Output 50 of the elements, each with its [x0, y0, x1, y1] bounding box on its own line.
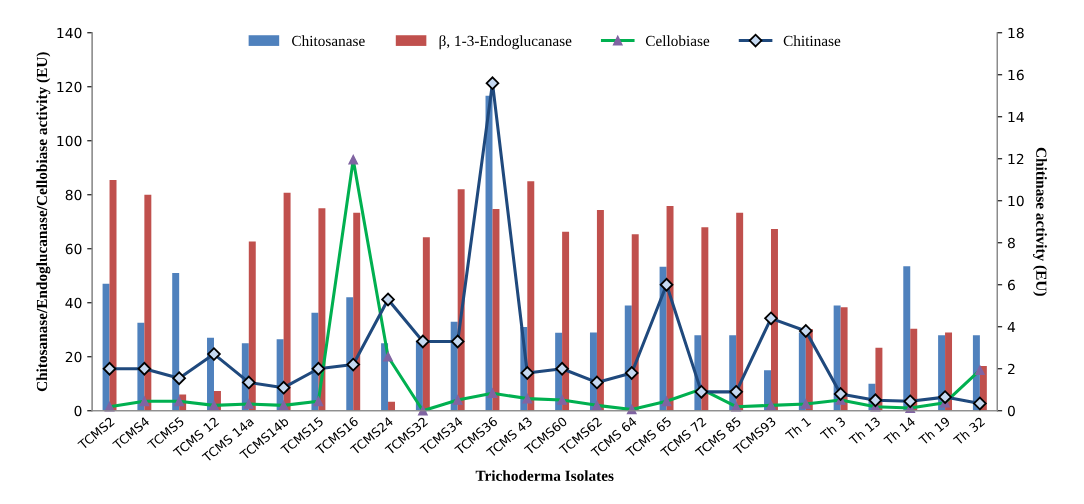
y-axis-title: Chitosanase/Endoglucanase/Cellobiase activity (EU)	[36, 52, 51, 392]
y2-tick-label: 0	[1007, 405, 1015, 417]
y2-tick-label: 14	[1008, 111, 1024, 123]
legend-label: Chitinase	[783, 35, 841, 47]
y-tick-label: 80	[65, 189, 82, 201]
bar	[903, 266, 911, 411]
x-tick-label: Th 13	[848, 416, 881, 446]
legend-label: Cellobiase	[645, 35, 710, 47]
bar	[102, 283, 110, 411]
y2-tick-label: 18	[1008, 27, 1024, 39]
bar	[771, 229, 778, 411]
y-tick-label: 0	[74, 405, 82, 417]
y2-tick-label: 12	[1008, 153, 1024, 165]
bar	[144, 194, 152, 411]
bar	[631, 234, 639, 411]
y2-tick-label: 4	[1007, 321, 1016, 333]
bar	[527, 181, 535, 411]
y2-tick-label: 2	[1008, 363, 1015, 375]
y-tick-label: 120	[57, 81, 82, 93]
x-tick-label: Th 32	[952, 416, 986, 446]
x-axis-title: Trichoderma Isolates	[475, 470, 614, 481]
x-tick-label: Th 14	[883, 416, 916, 446]
x-tick-label: Th 19	[917, 416, 951, 446]
y-tick-label: 40	[65, 297, 82, 309]
y-tick-label: 20	[65, 351, 82, 363]
bar	[346, 297, 354, 411]
bar	[248, 241, 256, 411]
x-tick-label: Th 1	[784, 416, 812, 441]
legend-label: β, 1-3-Endoglucanase	[439, 35, 572, 50]
bar	[422, 237, 430, 411]
y-tick-label: 100	[57, 135, 82, 147]
bar	[353, 212, 361, 411]
bar	[562, 231, 570, 411]
y-tick-label: 140	[57, 27, 82, 39]
bar	[736, 212, 744, 411]
y2-tick-label: 6	[1007, 279, 1015, 291]
bar	[109, 179, 117, 411]
bar	[596, 209, 604, 411]
x-tick-label: Th 3	[819, 416, 847, 441]
legend-label: Chitosanase	[292, 35, 365, 47]
bar	[492, 209, 500, 411]
bar	[666, 206, 674, 411]
y2-tick-label: 8	[1007, 237, 1015, 249]
bar	[701, 227, 709, 411]
bar	[388, 401, 396, 411]
y2-tick-label: 10	[1008, 195, 1024, 207]
y2-axis-title: Chitinase activity (EU)	[1033, 147, 1047, 296]
y2-tick-label: 16	[1008, 69, 1024, 81]
y-tick-label: 60	[65, 243, 82, 255]
bar	[283, 192, 291, 411]
